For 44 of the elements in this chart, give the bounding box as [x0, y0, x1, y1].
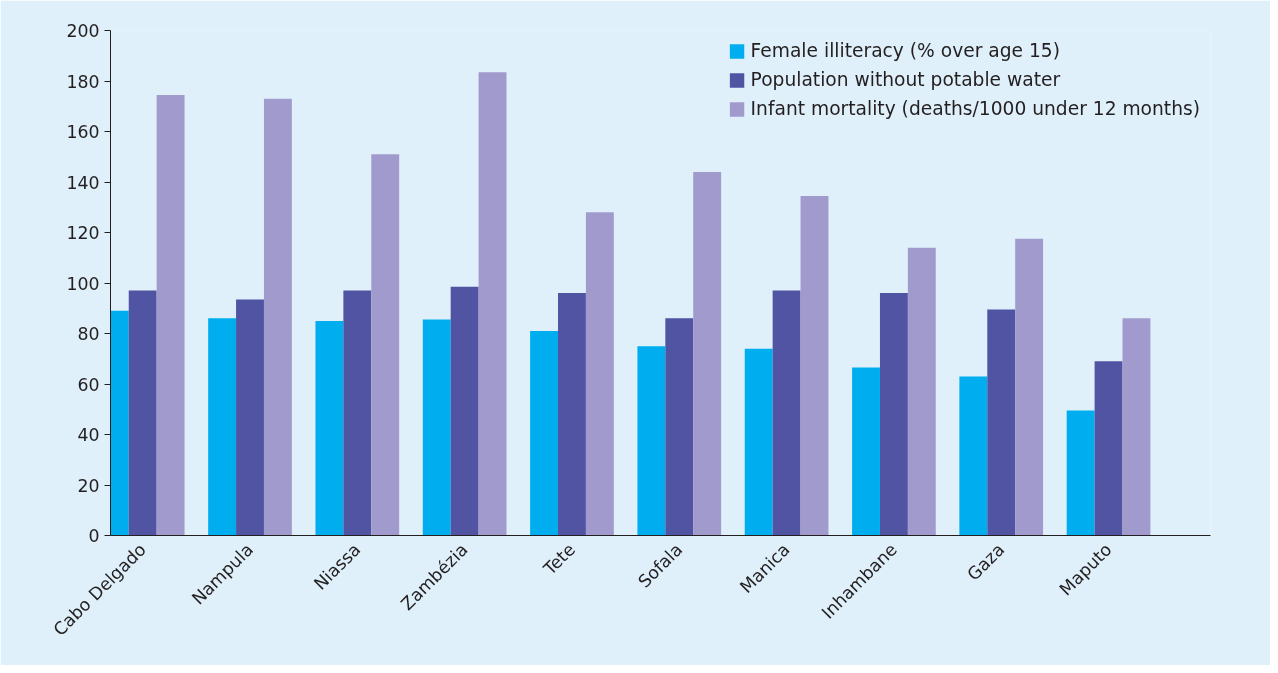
y-tick-label: 0 — [88, 526, 100, 546]
y-tick-label: 100 — [66, 273, 100, 294]
legend-label: Population without potable water — [750, 69, 1061, 90]
y-tick-label: 60 — [77, 374, 100, 395]
bar — [343, 290, 372, 536]
bar — [1066, 410, 1095, 536]
bar — [530, 330, 559, 536]
bar — [1094, 361, 1123, 536]
bar — [422, 319, 451, 536]
bar — [1122, 318, 1151, 536]
bar — [693, 171, 722, 536]
y-tick-label: 140 — [66, 172, 100, 193]
bar — [450, 286, 479, 536]
bar — [772, 290, 801, 536]
bar — [128, 290, 157, 536]
bar — [744, 348, 773, 536]
bar — [236, 299, 264, 536]
y-tick-label: 120 — [66, 223, 100, 243]
bar — [156, 94, 185, 536]
bar — [478, 72, 507, 536]
x-tick-label: Tete — [538, 539, 580, 580]
y-tick-label: 20 — [77, 475, 100, 496]
y-tick-label: 180 — [66, 71, 100, 92]
bar — [959, 376, 988, 536]
bar — [371, 154, 400, 536]
bar — [585, 212, 614, 536]
bar — [208, 318, 237, 536]
bar — [987, 309, 1016, 536]
bar — [879, 293, 908, 536]
bar — [558, 293, 586, 536]
y-tick-label: 200 — [66, 21, 100, 41]
bar — [800, 195, 829, 536]
bar — [907, 247, 936, 536]
bar — [315, 320, 344, 536]
bar — [1015, 238, 1044, 536]
y-tick-label: 40 — [77, 425, 100, 445]
y-tick-label: 160 — [66, 122, 100, 142]
legend-label: Infant mortality (deaths/1000 under 12 months) — [750, 98, 1200, 119]
bar — [665, 318, 694, 536]
bar — [852, 367, 880, 536]
bar — [263, 98, 292, 536]
bar — [637, 346, 666, 536]
legend-label: Female illiteracy (% over age 15) — [750, 40, 1060, 61]
y-tick-label: 80 — [77, 324, 100, 344]
